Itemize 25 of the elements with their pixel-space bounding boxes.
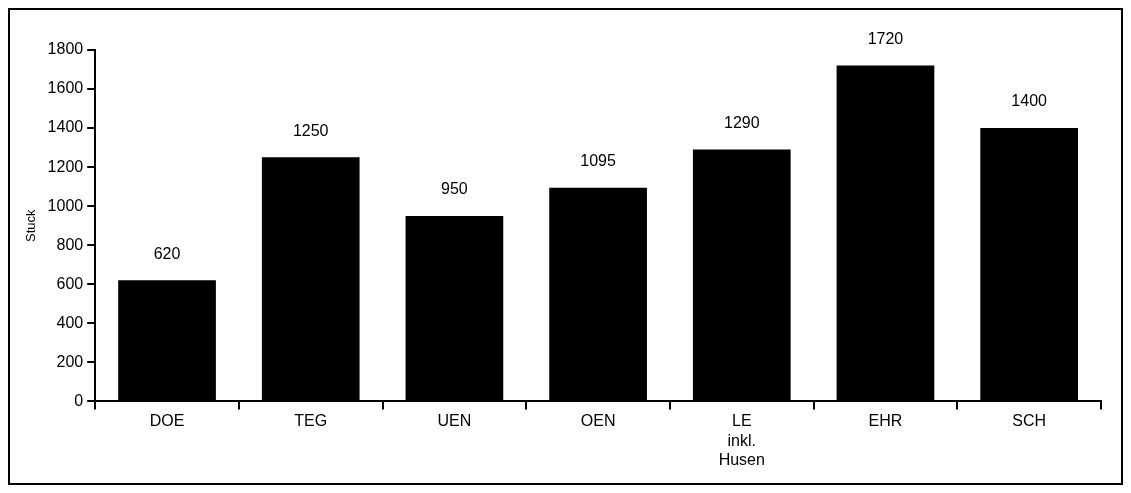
x-tick-label: EHR	[868, 412, 903, 430]
data-label: 1400	[1011, 92, 1048, 110]
y-tick-label: 1200	[47, 157, 84, 175]
x-tick-label: DOE	[149, 412, 185, 430]
data-label: 620	[153, 244, 181, 262]
y-tick-label: 1600	[47, 79, 84, 97]
y-tick-label: 0	[74, 391, 84, 409]
data-label: 1290	[723, 113, 760, 131]
y-tick-label: 1800	[47, 40, 84, 58]
y-axis-title: Stuck	[23, 208, 39, 242]
y-tick-label: 1000	[47, 196, 84, 214]
x-tick-label: LE inkl. Husen	[718, 412, 765, 468]
x-tick-label: TEG	[294, 412, 328, 430]
y-tick-label: 600	[56, 274, 84, 292]
data-label: 950	[441, 180, 468, 198]
y-tick-label: 1400	[47, 118, 84, 136]
y-tick-label: 200	[56, 352, 84, 370]
data-label: 1250	[292, 121, 329, 139]
x-tick-label: OEN	[580, 412, 616, 430]
y-tick-label: 400	[56, 313, 84, 331]
x-tick-label: UEN	[437, 412, 472, 430]
data-label: 1095	[580, 152, 616, 170]
y-tick-label: 800	[56, 235, 84, 253]
x-tick-label: SCH	[1012, 412, 1047, 430]
data-label: 1720	[867, 30, 904, 48]
